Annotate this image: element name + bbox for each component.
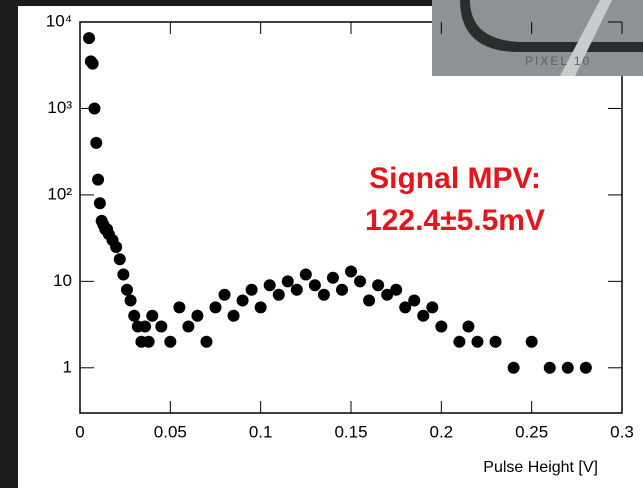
x-tick-label: 0.15 — [334, 422, 367, 441]
data-point — [218, 288, 231, 301]
data-point — [272, 288, 285, 301]
data-point — [117, 268, 130, 281]
y-tick-label: 10⁴ — [46, 11, 72, 30]
data-point — [146, 309, 159, 322]
y-tick-label: 10³ — [47, 98, 72, 117]
data-point — [182, 320, 195, 333]
x-tick-label: 0.05 — [154, 422, 187, 441]
x-axis-label: Pulse Height [V] — [483, 459, 598, 476]
data-point — [90, 136, 103, 149]
data-point — [263, 279, 276, 292]
data-point — [489, 335, 502, 348]
x-tick-label: 0 — [75, 422, 84, 441]
data-point — [227, 309, 240, 322]
data-point — [209, 301, 222, 314]
data-point — [426, 301, 439, 314]
data-point — [462, 320, 475, 333]
data-point — [128, 309, 141, 322]
data-point — [245, 283, 258, 296]
data-point — [173, 301, 186, 314]
data-point — [471, 335, 484, 348]
annotation: Signal MPV: — [369, 162, 541, 195]
data-point — [299, 268, 312, 281]
data-point — [543, 361, 556, 374]
x-tick-label: 0.25 — [515, 422, 548, 441]
data-point — [326, 271, 339, 284]
x-tick-label: 0.3 — [610, 422, 634, 441]
data-point — [83, 32, 96, 45]
data-point — [155, 320, 168, 333]
data-point — [92, 173, 105, 186]
y-tick-label: 10² — [47, 184, 72, 203]
data-point — [88, 102, 101, 115]
data-point — [281, 275, 294, 288]
y-tick-label: 10 — [53, 271, 72, 290]
data-point — [453, 335, 466, 348]
data-point — [390, 283, 403, 296]
data-point — [354, 275, 367, 288]
data-point — [110, 240, 123, 253]
inset-photo: PIXEL 10 — [432, 0, 643, 76]
data-point — [86, 57, 99, 70]
inset-label: PIXEL 10 — [525, 54, 591, 68]
data-point — [93, 197, 106, 210]
data-point — [507, 361, 520, 374]
data-point — [417, 309, 430, 322]
panel — [18, 6, 643, 488]
data-point — [363, 294, 376, 307]
data-point — [191, 309, 204, 322]
data-point — [113, 253, 126, 266]
data-point — [561, 361, 574, 374]
x-tick-label: 0.2 — [430, 422, 454, 441]
data-point — [290, 283, 303, 296]
data-point — [124, 294, 137, 307]
data-point — [254, 301, 267, 314]
data-point — [120, 283, 133, 296]
x-tick-label: 0.1 — [249, 422, 273, 441]
data-point — [236, 294, 249, 307]
data-point — [142, 335, 155, 348]
data-point — [579, 361, 592, 374]
data-point — [399, 301, 412, 314]
data-point — [372, 279, 385, 292]
plot-area — [83, 32, 592, 374]
data-point — [408, 294, 421, 307]
data-point — [435, 320, 448, 333]
data-point — [335, 283, 348, 296]
data-point — [381, 288, 394, 301]
annotation: 122.4±5.5mV — [365, 204, 545, 237]
data-point — [525, 335, 538, 348]
data-point — [164, 335, 177, 348]
data-point — [317, 288, 330, 301]
data-point — [139, 320, 152, 333]
data-point — [345, 265, 357, 278]
data-point — [200, 335, 213, 348]
y-tick-label: 1 — [63, 357, 72, 376]
data-point — [308, 279, 321, 292]
